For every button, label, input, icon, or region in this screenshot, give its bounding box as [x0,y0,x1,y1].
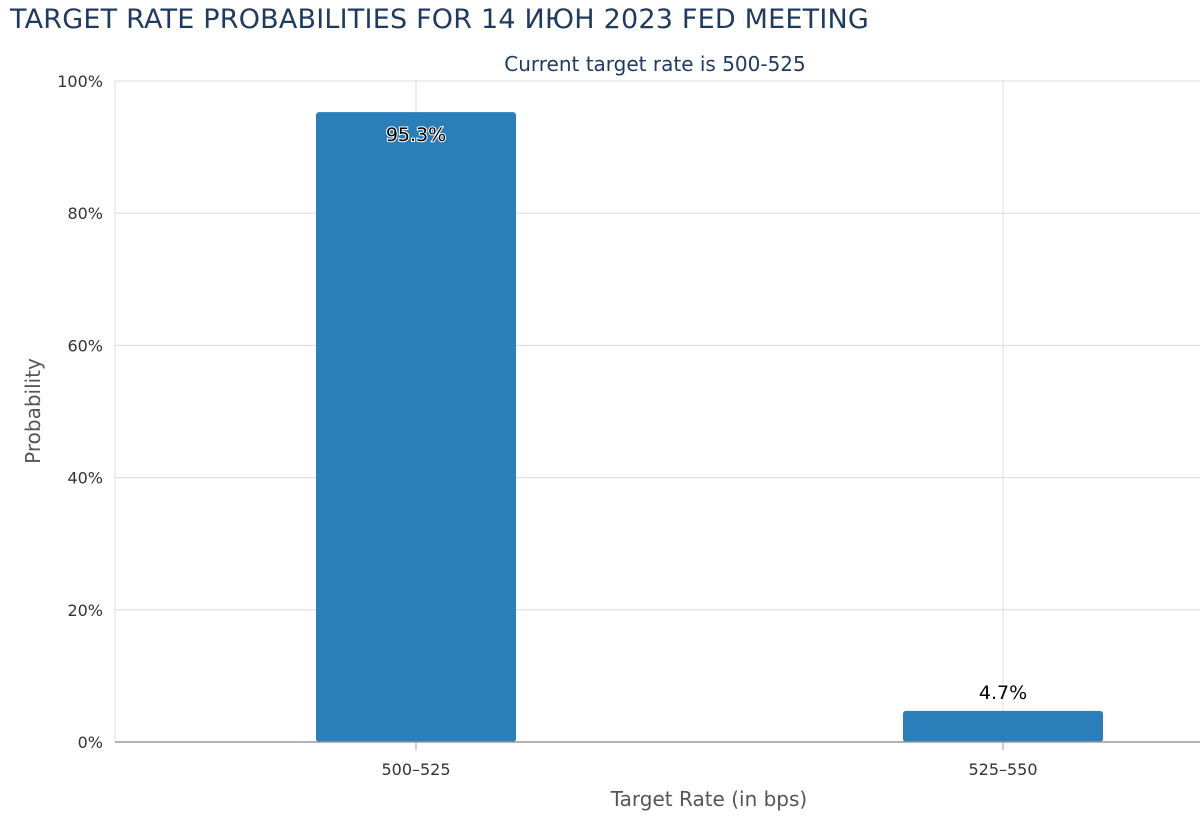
x-tick-label: 500–525 [381,760,450,779]
axis-layer [114,81,1200,750]
bar-layer [316,112,1103,742]
x-axis-title: Target Rate (in bps) [610,787,807,811]
y-tick-label: 100% [57,72,103,91]
y-axis-title: Probability [21,358,45,464]
y-tick-label: 80% [67,204,103,223]
chart-title: TARGET RATE PROBABILITIES FOR 14 ИЮН 202… [10,4,870,35]
data-label: 4.7% [979,682,1027,704]
bar-2 [903,710,1103,742]
label-layer: 0% 20% 40% 60% 80% 100% 95.3% 500–525 4.7% 525–55… [21,72,1038,811]
grid-layer [115,80,1200,742]
y-tick-label: 60% [67,336,103,355]
y-tick-label: 20% [67,601,103,620]
data-label: 95.3% [386,124,446,146]
y-tick-label: 0% [78,733,103,752]
x-tick-label: 525–550 [968,760,1037,779]
chart-subtitle: Current target rate is 500-525 [504,52,806,76]
y-tick-label: 40% [67,469,103,488]
bar-1 [316,112,516,742]
